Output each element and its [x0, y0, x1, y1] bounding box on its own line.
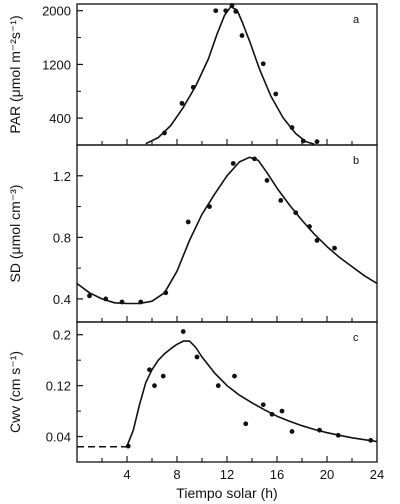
- data-point: [278, 198, 284, 203]
- data-point: [269, 411, 275, 417]
- y-tick-label: 1.2: [53, 169, 71, 184]
- x-tick-label: 4: [123, 467, 130, 482]
- data-point: [138, 299, 144, 305]
- x-axis-label: Tiempo solar (h): [176, 485, 277, 501]
- y-tick-label: 0.2: [53, 328, 71, 343]
- data-point: [163, 290, 169, 296]
- data-point: [125, 443, 131, 449]
- data-point: [207, 204, 212, 209]
- data-point: [260, 61, 266, 67]
- data-point: [103, 296, 109, 302]
- data-point: [279, 408, 285, 414]
- plot-frame: [76, 3, 378, 146]
- data-point: [194, 354, 200, 360]
- data-point: [273, 91, 279, 97]
- data-point: [332, 245, 337, 251]
- data-point: [289, 125, 295, 130]
- panel-letter: b: [353, 155, 359, 167]
- panel-sd: 0.4 0.8 1.2 SD (μmol cm⁻³) b: [7, 144, 378, 323]
- data-point: [252, 156, 257, 162]
- y-tick-label: 2000: [42, 4, 71, 19]
- data-point: [223, 8, 229, 14]
- y-tick-label: 1200: [42, 57, 71, 72]
- data-point: [335, 432, 341, 438]
- data-point: [152, 383, 157, 389]
- data-point: [289, 429, 295, 434]
- data-point: [314, 139, 320, 145]
- x-tick-label: 16: [270, 467, 284, 482]
- data-point: [160, 373, 166, 379]
- panel-letter: c: [353, 332, 359, 344]
- data-point: [368, 437, 374, 443]
- data-point: [239, 33, 245, 38]
- y-tick-label: 400: [49, 111, 71, 126]
- data-point: [179, 100, 185, 106]
- x-tick-label: 12: [220, 467, 234, 482]
- y-tick-label: 0.4: [53, 292, 71, 307]
- data-point: [119, 299, 125, 305]
- y-tick-label: 0.04: [46, 430, 71, 445]
- fitted-curve: [145, 5, 315, 145]
- data-point: [243, 421, 249, 427]
- panel-par: 400 1200 2000 PAR (μmol m⁻²s⁻¹) a: [7, 2, 378, 146]
- data-point: [229, 2, 235, 8]
- y-axis-label: PAR (μmol m⁻²s⁻¹): [7, 15, 23, 133]
- data-point: [180, 329, 186, 334]
- data-point: [87, 293, 92, 299]
- data-point: [300, 138, 306, 144]
- y-tick-label: 0.8: [53, 230, 71, 245]
- data-point: [230, 161, 236, 166]
- y-axis-label: SD (μmol cm⁻³): [7, 185, 23, 283]
- data-point: [260, 402, 266, 408]
- data-point: [233, 8, 239, 14]
- panel-cwv: 0.04 0.12 0.2 Cwv (cm s⁻¹) c 4 8 12 16 20 24 Tiempo…: [7, 321, 384, 501]
- plot-frame: [76, 144, 378, 323]
- y-tick-label: 0.12: [46, 379, 71, 394]
- data-point: [185, 219, 191, 225]
- data-point: [264, 178, 270, 183]
- data-point: [317, 427, 322, 433]
- data-point: [213, 8, 219, 14]
- panel-letter: a: [353, 14, 360, 26]
- x-tick-label: 20: [320, 467, 334, 482]
- data-point: [232, 373, 237, 379]
- data-point: [215, 383, 221, 389]
- data-point: [162, 130, 167, 136]
- data-point: [314, 238, 320, 243]
- x-tick-label: 24: [370, 467, 384, 482]
- data-point: [147, 367, 152, 373]
- data-point: [307, 224, 312, 229]
- x-tick-label: 8: [173, 467, 180, 482]
- fitted-curve: [77, 156, 377, 305]
- plot-frame: [76, 321, 378, 463]
- data-point: [293, 210, 299, 216]
- fitted-curve: [126, 340, 377, 447]
- data-point: [190, 84, 196, 90]
- y-axis-label: Cwv (cm s⁻¹): [7, 351, 23, 433]
